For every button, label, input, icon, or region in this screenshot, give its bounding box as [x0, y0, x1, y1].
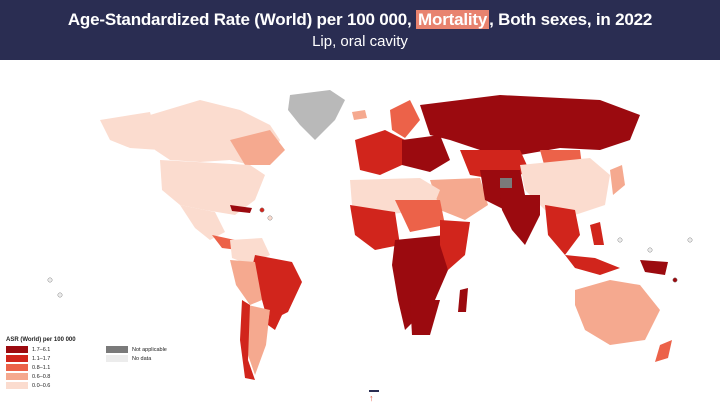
region-brazil[interactable]	[248, 255, 302, 322]
region-indonesia[interactable]	[565, 255, 620, 275]
legend-swatch	[6, 346, 28, 353]
region-greenland[interactable]	[288, 90, 345, 140]
island-dot[interactable]	[57, 292, 63, 298]
region-alaska[interactable]	[100, 112, 160, 150]
legend-class: 0.6–0.8	[6, 373, 50, 380]
region-australia[interactable]	[575, 280, 660, 345]
legend-label: 1.1–1.7	[32, 355, 51, 362]
region-iceland[interactable]	[352, 110, 367, 120]
legend-label: 0.8–1.1	[32, 364, 51, 371]
region-southern-africa[interactable]	[410, 300, 440, 335]
world-map	[47, 90, 693, 380]
map-subtitle: Lip, oral cavity	[312, 33, 408, 50]
region-india[interactable]	[500, 195, 540, 245]
legend-label: No data	[132, 355, 152, 362]
header-banner: Age-Standardized Rate (World) per 100 00…	[0, 0, 720, 60]
legend-class: 1.1–1.7	[6, 355, 50, 362]
title-prefix: Age-Standardized Rate (World) per 100 00…	[67, 10, 417, 29]
region-chile[interactable]	[240, 300, 255, 380]
scroll-indicator[interactable]	[369, 390, 379, 392]
title-suffix: , Both sexes, in 2022	[489, 10, 653, 29]
region-uruguay[interactable]	[268, 310, 282, 330]
island-dot[interactable]	[267, 215, 273, 221]
island-dot[interactable]	[687, 237, 693, 243]
region-philippines[interactable]	[590, 222, 604, 245]
up-arrow-icon[interactable]: ↑	[369, 393, 374, 403]
title-highlight: Mortality	[416, 10, 490, 29]
legend-label: 1.7–6.1	[32, 346, 51, 353]
legend-swatch	[6, 382, 28, 389]
legend-label: Not applicable	[132, 346, 167, 353]
legend-class: 0.8–1.1	[6, 364, 50, 371]
map-title: Age-Standardized Rate (World) per 100 00…	[0, 10, 720, 30]
region-europe-west[interactable]	[355, 130, 405, 175]
region-peru-bolivia[interactable]	[230, 260, 262, 305]
region-korea[interactable]	[598, 175, 606, 190]
island-dot[interactable]	[259, 207, 265, 213]
region-new-zealand[interactable]	[655, 340, 672, 362]
region-russia[interactable]	[420, 95, 640, 155]
region-scandinavia[interactable]	[390, 100, 420, 138]
region-usa[interactable]	[160, 160, 265, 215]
legend-title: ASR (World) per 100 000	[6, 337, 76, 343]
region-se-asia[interactable]	[545, 205, 580, 255]
region-china[interactable]	[520, 158, 610, 215]
legend-class: 0.0–0.6	[6, 382, 50, 389]
legend-other-item: No data	[106, 355, 151, 362]
region-sahel[interactable]	[395, 200, 445, 232]
island-dot[interactable]	[47, 277, 53, 283]
region-middle-east[interactable]	[430, 178, 488, 220]
region-east-africa[interactable]	[440, 220, 470, 270]
legend-swatch	[6, 373, 28, 380]
legend-class: 1.7–6.1	[6, 346, 50, 353]
region-afghanistan[interactable]	[500, 178, 512, 188]
legend-swatch	[6, 364, 28, 371]
island-dot[interactable]	[672, 277, 678, 283]
region-japan[interactable]	[610, 165, 625, 195]
region-argentina[interactable]	[248, 305, 270, 375]
legend-swatch	[6, 355, 28, 362]
island-dot[interactable]	[647, 247, 653, 253]
region-canada-east[interactable]	[230, 130, 285, 165]
legend-swatch	[106, 355, 128, 362]
island-dot[interactable]	[617, 237, 623, 243]
region-west-africa[interactable]	[350, 205, 400, 250]
legend-swatch	[106, 346, 128, 353]
legend-label: 0.0–0.6	[32, 382, 51, 389]
region-europe-east[interactable]	[402, 135, 450, 172]
region-png[interactable]	[640, 260, 668, 275]
legend-label: 0.6–0.8	[32, 373, 51, 380]
region-central-africa[interactable]	[392, 235, 448, 330]
legend-other-item: Not applicable	[106, 346, 167, 353]
region-cuba[interactable]	[230, 205, 252, 213]
region-madagascar[interactable]	[458, 288, 468, 312]
region-mexico[interactable]	[180, 205, 225, 240]
